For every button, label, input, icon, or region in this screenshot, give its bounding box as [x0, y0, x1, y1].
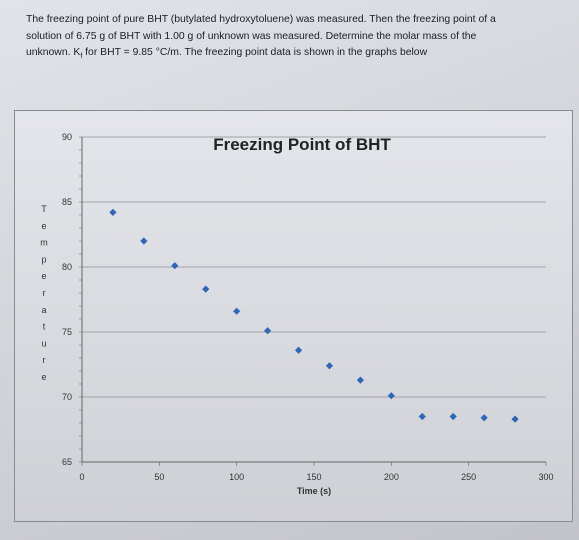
y-axis-title-letter: t [43, 322, 46, 332]
data-point [264, 327, 272, 335]
y-tick-label: 85 [62, 197, 72, 207]
tick-labels: 65 70 75 80 85 90 0 50 100 150 200 250 300 [62, 132, 554, 482]
y-axis-title-letter: e [41, 221, 46, 231]
data-point [511, 415, 519, 423]
y-tick-label: 65 [62, 457, 72, 467]
kf-subscript: f [80, 53, 83, 61]
y-axis-title-letter: r [43, 355, 46, 365]
problem-line-2: solution of 6.75 g of BHT with 1.00 g of… [26, 30, 477, 42]
data-point [356, 376, 364, 384]
x-tick-label: 250 [461, 472, 476, 482]
x-tick-label: 150 [306, 472, 321, 482]
problem-statement: The freezing point of pure BHT (butylate… [26, 12, 571, 66]
axes [79, 136, 547, 466]
data-point [202, 285, 210, 293]
problem-line-3: unknown. Kf for BHT = 9.85 °C/m. The fre… [26, 45, 571, 66]
x-axis-title: Time (s) [297, 486, 331, 496]
data-point [294, 346, 303, 354]
y-axis-title-letter: p [41, 254, 46, 264]
data-point [140, 237, 148, 245]
x-tick-label: 50 [154, 472, 164, 482]
y-axis-title-letter: e [41, 271, 46, 281]
y-axis-title-letter: T [41, 204, 47, 214]
x-tick-label: 100 [229, 472, 244, 482]
y-tick-label: 80 [62, 262, 72, 272]
y-axis-title-letter: r [43, 288, 46, 298]
data-point [449, 412, 457, 421]
problem-line-3-suffix: for BHT = 9.85 °C/m. The freezing point … [82, 47, 428, 58]
data-point [387, 392, 395, 400]
y-tick-label: 70 [62, 392, 72, 402]
data-point [418, 412, 426, 421]
y-tick-label: 75 [62, 327, 72, 337]
chart-frame [14, 110, 573, 522]
data-point [325, 362, 334, 370]
chart-title: Freezing Point of BHT [213, 135, 391, 154]
y-axis-title-letter: a [41, 305, 46, 315]
grid-lines [82, 136, 546, 398]
x-tick-label: 300 [538, 472, 553, 482]
y-axis-title-letter: u [41, 338, 46, 348]
y-tick-label: 90 [62, 132, 72, 142]
y-axis-title-letter: e [41, 372, 46, 382]
data-point [109, 208, 117, 216]
x-tick-label: 200 [384, 472, 399, 482]
problem-line-3-prefix: unknown. K [26, 47, 81, 58]
data-point [171, 262, 179, 270]
data-point [480, 414, 488, 422]
problem-line-1: The freezing point of pure BHT (butylate… [26, 14, 496, 25]
x-tick-label: 0 [79, 472, 84, 482]
data-points [109, 208, 519, 423]
y-axis-title-letter: m [40, 238, 48, 248]
data-point [233, 307, 241, 315]
